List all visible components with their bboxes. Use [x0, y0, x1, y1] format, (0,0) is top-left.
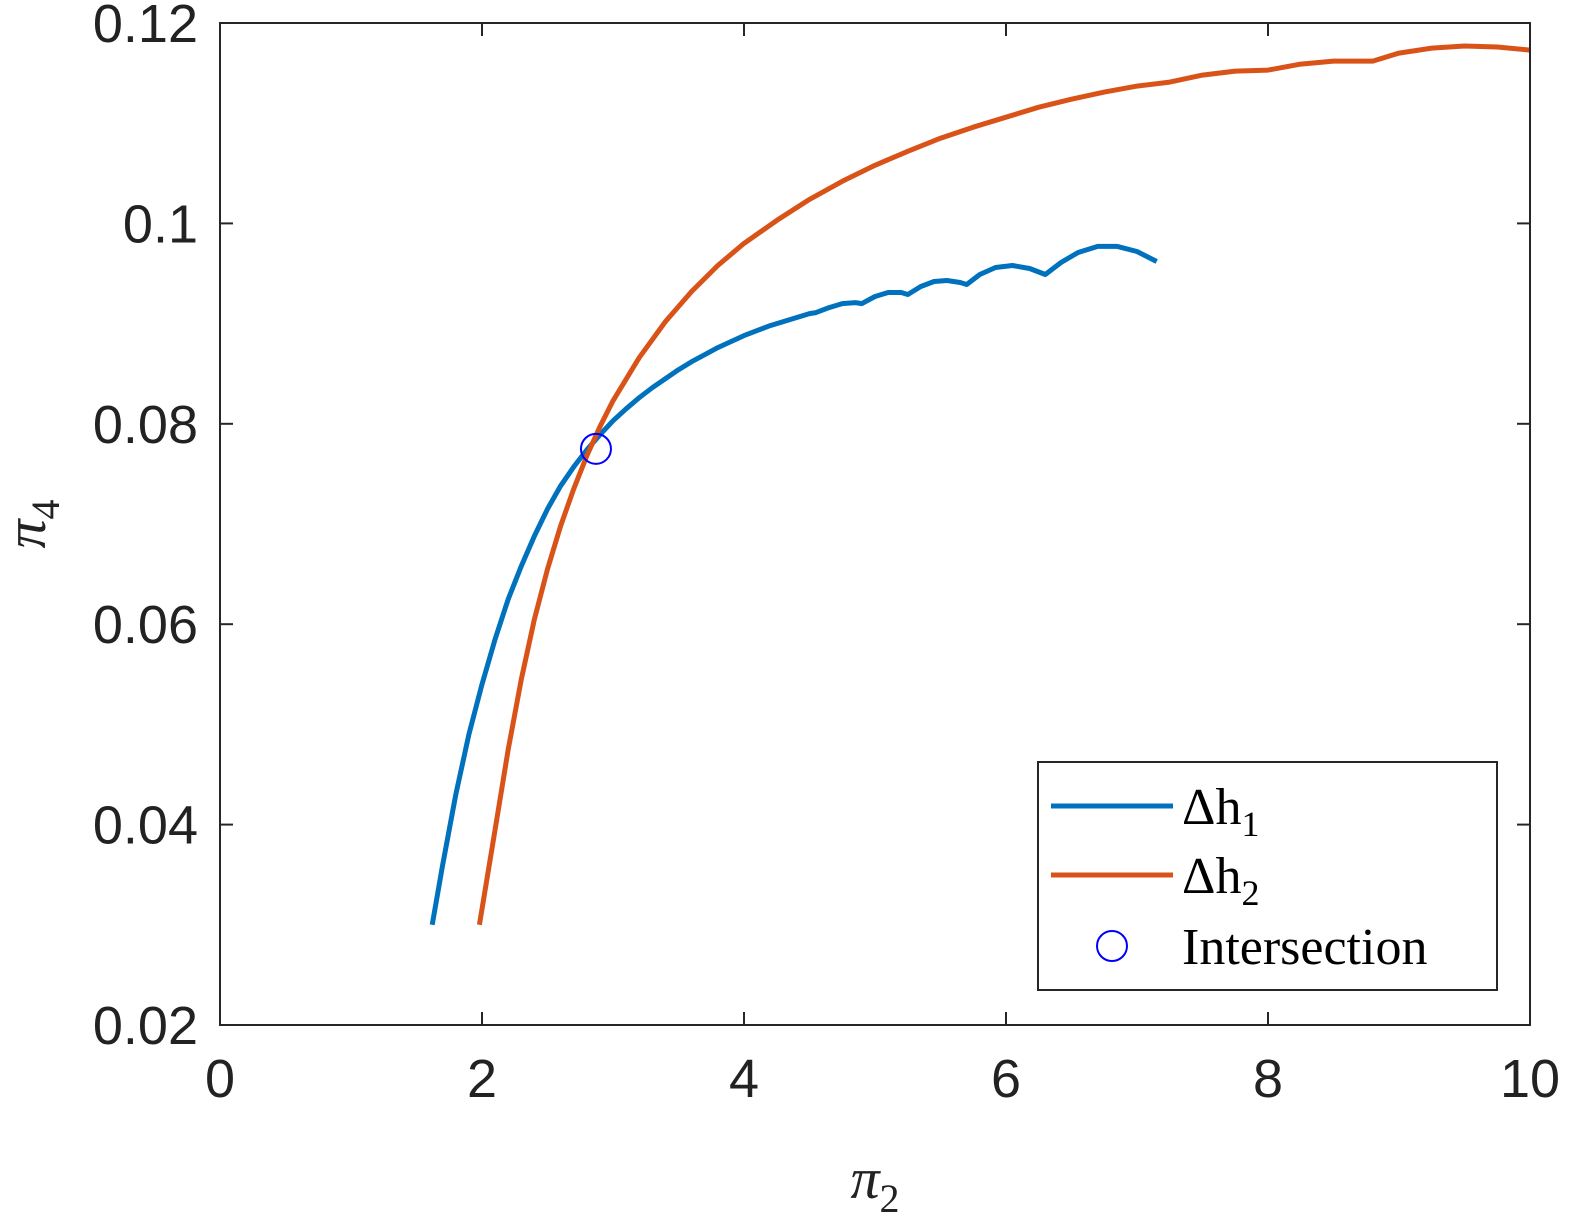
x-tick-label: 2 — [467, 1049, 497, 1109]
y-tick-label: 0.04 — [93, 796, 198, 856]
y-tick-label: 0.02 — [93, 996, 198, 1056]
legend-entry-series-2: Δh2 — [1182, 848, 1259, 913]
y-axis-label: π4 — [0, 499, 68, 548]
y-tick-label: 0.08 — [93, 395, 198, 455]
series-line-1 — [429, 243, 1158, 926]
legend: Δh1 Δh2 Intersection — [1037, 761, 1498, 991]
x-tick-label: 10 — [1500, 1049, 1560, 1109]
x-tick-label: 8 — [1253, 1049, 1283, 1109]
x-tick-label: 4 — [729, 1049, 759, 1109]
plot-series — [429, 43, 1531, 926]
legend-entry-intersection: Intersection — [1182, 919, 1427, 976]
intersection-marker — [579, 432, 612, 465]
y-tick-label: 0.12 — [93, 0, 198, 54]
x-axis-label: π2 — [850, 1146, 899, 1221]
x-tick-label: 0 — [205, 1049, 235, 1109]
y-tick-label: 0.1 — [123, 194, 198, 254]
x-axis-ticks: 0 2 4 6 8 10 — [205, 23, 1560, 1109]
legend-swatch-intersection — [1096, 930, 1128, 962]
plot-markers — [579, 432, 612, 465]
series-line-2 — [476, 43, 1531, 926]
y-axis-ticks: 0.02 0.04 0.06 0.08 0.1 0.12 — [93, 0, 1530, 1056]
x-tick-label: 6 — [991, 1049, 1021, 1109]
legend-entry-series-1: Δh1 — [1182, 779, 1259, 844]
plot-area-frame — [219, 22, 1531, 1026]
y-tick-label: 0.06 — [93, 595, 198, 655]
